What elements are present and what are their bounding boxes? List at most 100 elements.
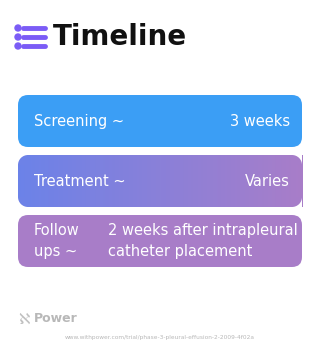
Bar	[261, 155, 263, 207]
Bar	[248, 155, 250, 207]
Bar	[198, 155, 200, 207]
Bar	[228, 155, 230, 207]
FancyBboxPatch shape	[18, 95, 302, 147]
Bar	[49, 155, 51, 207]
Bar	[136, 155, 138, 207]
Bar	[156, 155, 158, 207]
Bar	[264, 155, 266, 207]
Bar	[124, 155, 126, 207]
Bar	[112, 155, 114, 207]
Bar	[282, 155, 284, 207]
Bar	[300, 155, 302, 207]
Bar	[82, 155, 84, 207]
Bar	[130, 155, 132, 207]
Bar	[88, 155, 90, 207]
Bar	[18, 197, 28, 207]
Bar	[180, 155, 182, 207]
Bar	[115, 155, 116, 207]
Bar	[220, 155, 221, 207]
Bar	[79, 155, 81, 207]
Bar	[254, 155, 256, 207]
Bar	[129, 155, 131, 207]
Bar	[271, 155, 273, 207]
Bar	[203, 155, 204, 207]
Bar	[93, 155, 95, 207]
Wedge shape	[18, 155, 28, 165]
Bar	[214, 155, 216, 207]
Bar	[197, 155, 199, 207]
Bar	[46, 155, 48, 207]
Bar	[274, 155, 276, 207]
Bar	[295, 155, 297, 207]
Bar	[72, 155, 74, 207]
Bar	[238, 155, 240, 207]
Bar	[113, 155, 115, 207]
Bar	[269, 155, 271, 207]
Bar	[29, 155, 31, 207]
Text: Treatment ~: Treatment ~	[34, 174, 126, 188]
Bar	[229, 155, 231, 207]
Bar	[53, 155, 55, 207]
Bar	[169, 155, 171, 207]
Bar	[45, 155, 47, 207]
Bar	[110, 155, 112, 207]
Bar	[205, 155, 207, 207]
Bar	[103, 155, 105, 207]
Bar	[42, 155, 44, 207]
Bar	[278, 155, 280, 207]
Bar	[164, 155, 166, 207]
Bar	[134, 155, 136, 207]
Bar	[63, 155, 65, 207]
Bar	[250, 155, 252, 207]
Bar	[251, 155, 253, 207]
Bar	[187, 155, 189, 207]
Bar	[28, 155, 30, 207]
Bar	[296, 155, 298, 207]
Bar	[99, 155, 101, 207]
Bar	[181, 155, 183, 207]
Bar	[177, 155, 179, 207]
Bar	[116, 155, 118, 207]
Bar	[120, 155, 122, 207]
Bar	[184, 155, 186, 207]
Bar	[293, 155, 295, 207]
Bar	[109, 155, 111, 207]
Bar	[298, 155, 300, 207]
Bar	[137, 155, 139, 207]
Bar	[299, 155, 301, 207]
Bar	[242, 155, 244, 207]
Bar	[133, 155, 135, 207]
Bar	[262, 155, 264, 207]
Bar	[208, 155, 210, 207]
Bar	[75, 155, 77, 207]
Bar	[95, 155, 97, 207]
Bar	[257, 155, 259, 207]
Bar	[59, 155, 61, 207]
Bar	[291, 155, 292, 207]
Bar	[285, 155, 287, 207]
Bar	[201, 155, 203, 207]
Bar	[166, 155, 168, 207]
Bar	[27, 155, 28, 207]
Bar	[247, 155, 249, 207]
Bar	[279, 155, 281, 207]
Bar	[39, 155, 41, 207]
Bar	[102, 155, 104, 207]
Bar	[122, 155, 124, 207]
Bar	[20, 155, 21, 207]
Bar	[146, 155, 148, 207]
Bar	[186, 155, 188, 207]
Bar	[108, 155, 109, 207]
Bar	[292, 197, 302, 207]
Bar	[92, 155, 94, 207]
Bar	[163, 155, 165, 207]
Bar	[147, 155, 149, 207]
Bar	[141, 155, 143, 207]
Bar	[193, 155, 195, 207]
Bar	[286, 155, 288, 207]
Bar	[260, 155, 261, 207]
Bar	[224, 155, 226, 207]
Bar	[21, 155, 23, 207]
Bar	[126, 155, 128, 207]
Bar	[200, 155, 202, 207]
